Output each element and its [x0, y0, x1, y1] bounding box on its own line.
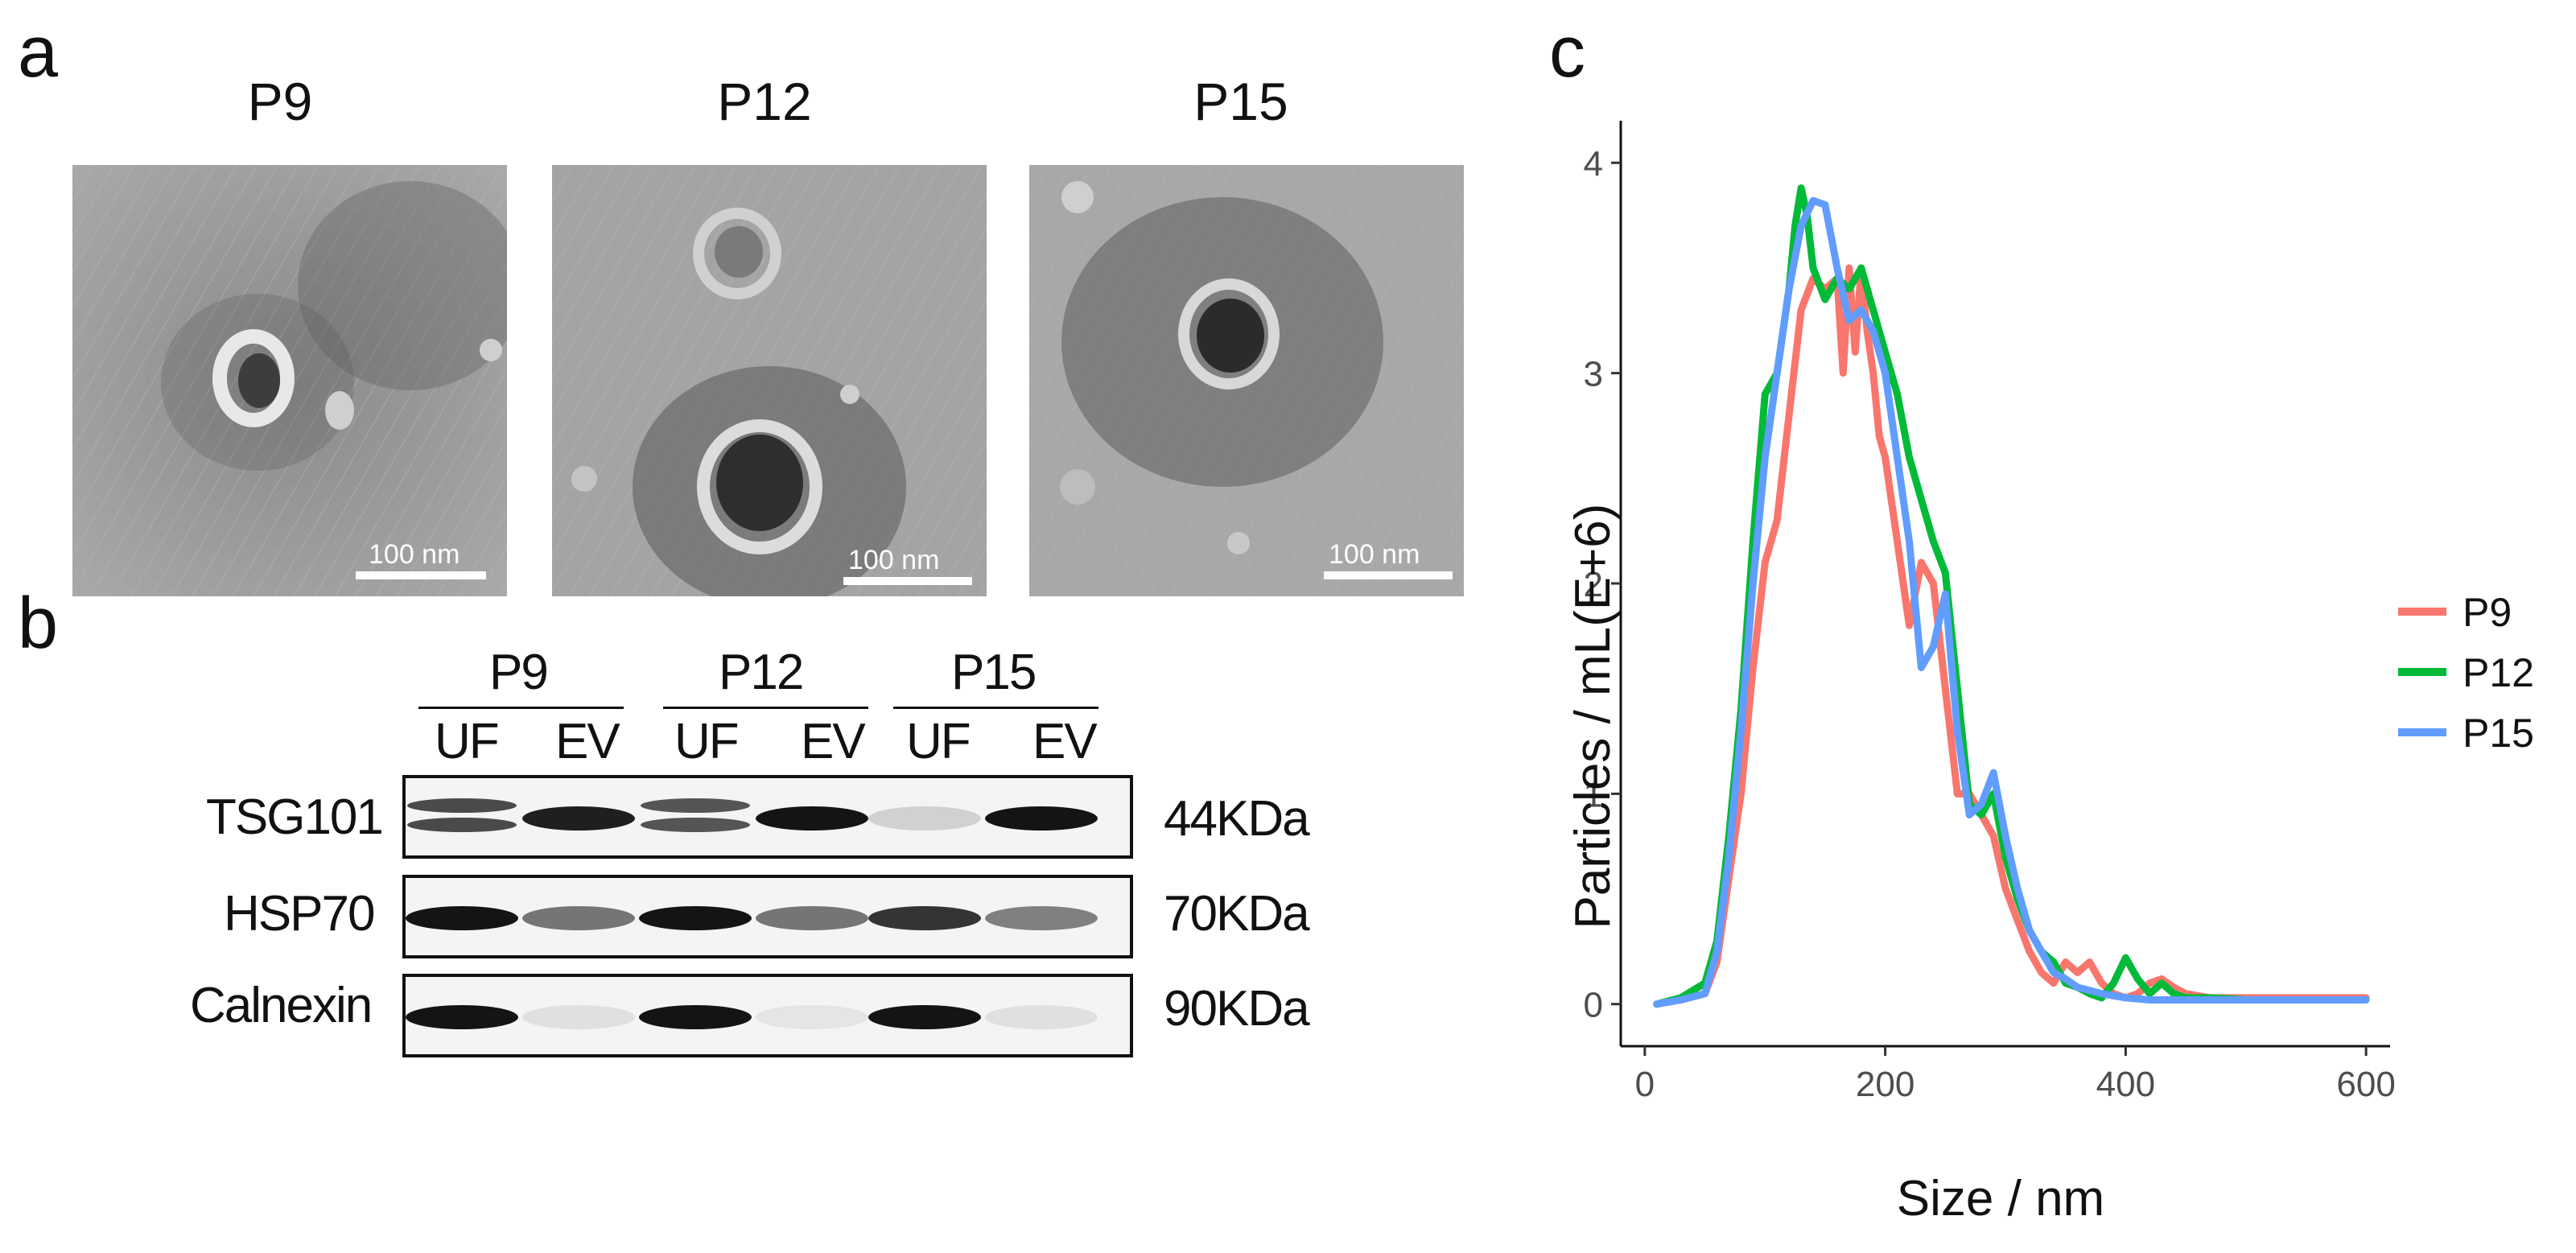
tem-title-p9: P9 — [247, 72, 313, 131]
y-tick-label: 4 — [1584, 144, 1603, 183]
y-tick-label: 2 — [1584, 565, 1603, 604]
scale-label: 100 nm — [369, 539, 460, 570]
blot-band — [406, 906, 518, 930]
x-axis-label: Size / nm — [1897, 1171, 2104, 1226]
blot-band — [522, 1005, 635, 1029]
wb-group-underline — [663, 707, 868, 709]
blot-band — [756, 806, 868, 831]
tem-title-p12: P12 — [717, 72, 812, 131]
blot-band — [868, 906, 981, 930]
blot-band — [522, 906, 635, 930]
panel-b-letter: b — [18, 583, 59, 664]
series-line-p9 — [1653, 264, 2370, 1008]
blot-band — [639, 906, 752, 930]
y-tick-label: 0 — [1584, 986, 1603, 1025]
wb-weight-label: 90KDa — [1164, 981, 1310, 1037]
legend-label: P9 — [2463, 590, 2512, 635]
y-tick-label: 1 — [1584, 775, 1603, 814]
wb-lane-label: EV — [801, 714, 866, 769]
wb-weight-label: 70KDa — [1164, 886, 1310, 942]
blot-band — [985, 906, 1098, 930]
wb-protein-label: TSG101 — [206, 789, 384, 845]
wb-lane-label: UF — [435, 714, 500, 769]
wb-lane-label: EV — [1032, 714, 1098, 769]
wb-lane-label: UF — [906, 714, 971, 769]
blot-band — [641, 818, 750, 832]
y-tick-label: 3 — [1584, 355, 1603, 394]
legend-label: P15 — [2463, 711, 2534, 756]
tem-image-p12: 100 nm — [552, 165, 987, 596]
wb-lane-label: UF — [674, 714, 740, 769]
blot-band — [639, 1005, 752, 1029]
wb-group-underline — [418, 707, 624, 709]
blot-band — [985, 1005, 1098, 1029]
blot-band — [522, 806, 635, 831]
wb-lane-label: EV — [555, 714, 620, 769]
blot-band — [407, 798, 517, 813]
chart-legend: P9 P12 P15 — [2398, 590, 2534, 756]
nta-size-distribution-chart: 0 1 2 3 4 0 200 400 600 Particles / mL(E+6) Size… — [1565, 121, 2534, 1226]
scale-bar — [843, 577, 972, 585]
blot-band — [406, 1005, 518, 1029]
wb-protein-label: HSP70 — [224, 886, 375, 942]
blot-strip-hsp70 — [402, 875, 1133, 958]
x-tick-label: 400 — [2096, 1065, 2155, 1104]
blot-band — [756, 906, 868, 930]
tem-image-p9: 100 nm — [72, 165, 507, 596]
blot-band — [407, 818, 517, 832]
blot-band — [985, 806, 1098, 831]
x-tick-label: 200 — [1856, 1065, 1914, 1104]
scale-label: 100 nm — [1329, 539, 1420, 570]
y-axis-label: Particles / mL(E+6) — [1565, 504, 1621, 929]
legend-label: P12 — [2463, 650, 2534, 695]
blot-band — [641, 798, 750, 813]
wb-group-label: P12 — [719, 645, 804, 700]
blot-strip-tsg101 — [402, 775, 1133, 859]
wb-group-label: P9 — [489, 645, 549, 700]
panel-c-letter: c — [1549, 12, 1585, 93]
scale-label: 100 nm — [848, 545, 940, 575]
blot-band — [868, 1005, 981, 1029]
tem-image-p15: 100 nm — [1029, 165, 1464, 596]
series-line-p15 — [1653, 196, 2370, 1008]
blot-band — [868, 806, 981, 831]
tem-title-p15: P15 — [1193, 72, 1288, 131]
x-tick-label: 0 — [1635, 1065, 1655, 1104]
wb-group-underline — [893, 707, 1098, 709]
blot-band — [756, 1005, 868, 1029]
x-tick-label: 600 — [2336, 1065, 2395, 1104]
blot-strip-calnexin — [402, 974, 1133, 1057]
wb-protein-label: Calnexin — [190, 978, 373, 1033]
scale-bar — [356, 571, 486, 579]
wb-group-label: P15 — [951, 645, 1037, 700]
scale-bar — [1324, 571, 1453, 579]
panel-a-letter: a — [18, 12, 59, 93]
wb-weight-label: 44KDa — [1164, 791, 1310, 847]
